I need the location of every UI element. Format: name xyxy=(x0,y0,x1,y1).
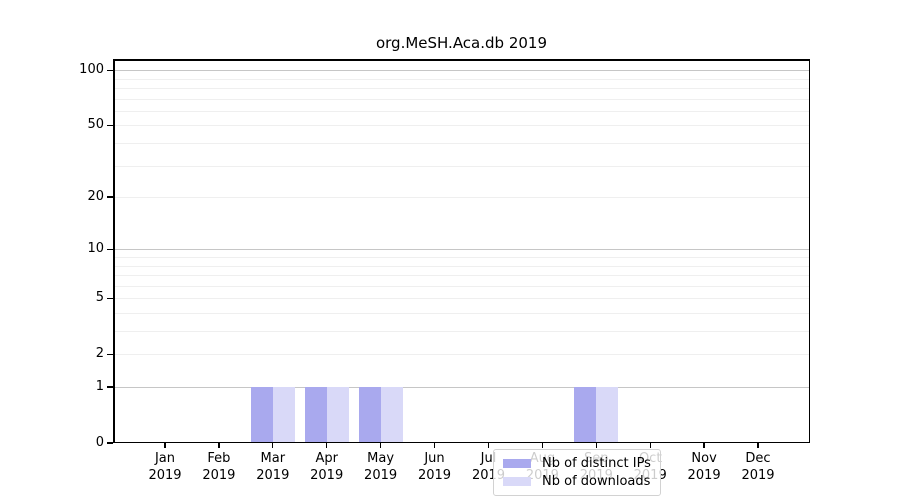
y-axis-tick xyxy=(107,386,113,388)
x-axis-tick-label: Jun 2019 xyxy=(390,450,480,484)
chart-legend: Nb of distinct IPs Nb of downloads xyxy=(493,449,661,496)
x-axis-tick-label-line: Jun xyxy=(424,451,445,466)
legend-item-distinct-ips: Nb of distinct IPs xyxy=(503,456,654,471)
x-axis-tick xyxy=(757,443,759,448)
gridline-minor xyxy=(113,197,810,199)
gridline-minor xyxy=(113,110,810,112)
y-axis-tick xyxy=(107,353,113,355)
x-axis-tick-label: Apr 2019 xyxy=(282,450,372,484)
y-axis-tick-label: 50 xyxy=(87,117,104,133)
x-axis-tick-label-line: 2019 xyxy=(256,468,290,483)
gridline-major xyxy=(113,249,810,251)
bar-distinct-ips xyxy=(358,387,381,443)
chart-title: org.MeSH.Aca.db 2019 xyxy=(375,34,548,52)
gridline-minor xyxy=(113,285,810,287)
gridline-minor xyxy=(113,354,810,356)
bar-downloads xyxy=(326,387,349,443)
x-axis-tick xyxy=(595,443,597,448)
x-axis-tick xyxy=(272,443,274,448)
y-axis-tick-label: 1 xyxy=(95,379,104,394)
x-axis-tick-label: Nov 2019 xyxy=(659,450,749,484)
plot-spine-top xyxy=(113,59,810,61)
plot-area: Nb of distinct IPs Nb of downloads xyxy=(113,59,810,496)
bar-distinct-ips xyxy=(304,387,327,443)
x-axis-tick-label-line: 2019 xyxy=(417,468,452,483)
x-axis-tick-label-line: 2019 xyxy=(364,468,398,483)
x-axis-tick-label-line: Apr xyxy=(315,451,338,466)
y-axis-tick-label: 5 xyxy=(95,290,104,306)
gridline-minor xyxy=(113,88,810,89)
x-axis-tick-label: May 2019 xyxy=(336,450,426,484)
x-axis-tick-label: Jan 2019 xyxy=(120,450,210,484)
x-axis-tick xyxy=(703,443,705,448)
legend-label-distinct-ips: Nb of distinct IPs xyxy=(542,455,651,471)
x-axis-tick-label-line: Dec xyxy=(745,451,771,466)
y-axis-tick xyxy=(107,124,113,127)
x-axis-tick-label-line: 2019 xyxy=(310,468,344,483)
plot-spine-bottom xyxy=(113,441,810,443)
y-axis-tick-label: 10 xyxy=(87,241,104,257)
x-axis-tick-label-line: Nov xyxy=(691,451,717,466)
x-axis-tick xyxy=(379,443,382,448)
x-axis-tick-label-line: Jul xyxy=(480,451,497,466)
gridline-minor xyxy=(113,98,810,100)
x-axis-tick-label-line: May xyxy=(367,451,395,466)
gridline-minor xyxy=(113,265,810,267)
y-axis-tick xyxy=(107,297,113,299)
x-axis-tick xyxy=(541,443,544,448)
x-axis-tick-label: Feb 2019 xyxy=(174,450,264,484)
plot-spine-left xyxy=(113,59,115,443)
legend-label-downloads: Nb of downloads xyxy=(542,474,651,490)
bar-downloads xyxy=(596,387,619,443)
bar-downloads xyxy=(380,387,403,443)
y-axis-tick-label: 2 xyxy=(95,346,104,362)
x-axis-tick xyxy=(326,443,328,448)
x-axis-tick xyxy=(487,443,490,448)
x-axis-tick-label: Dec 2019 xyxy=(713,450,803,484)
x-axis-tick-label-line: Mar xyxy=(260,451,286,466)
x-axis-tick-label-line: 2019 xyxy=(687,468,721,483)
x-axis-tick-label-line: Jan xyxy=(154,451,176,466)
gridline-major xyxy=(113,387,810,388)
gridline-minor xyxy=(113,78,810,80)
y-axis-tick xyxy=(107,442,113,444)
bar-distinct-ips xyxy=(574,387,597,443)
bar-downloads xyxy=(272,387,295,443)
legend-swatch-distinct-ips-icon xyxy=(503,458,531,468)
gridline-major xyxy=(113,70,810,72)
x-axis-tick-label-line: 2019 xyxy=(148,468,182,483)
plot-spine-right xyxy=(808,59,810,443)
y-axis-tick-label: 0 xyxy=(95,435,104,450)
gridline-minor xyxy=(113,143,810,144)
x-axis-tick xyxy=(164,443,166,448)
legend-item-downloads: Nb of downloads xyxy=(503,474,654,489)
x-axis-tick xyxy=(649,443,651,448)
y-axis-tick xyxy=(107,248,113,250)
x-axis-tick xyxy=(433,443,436,448)
y-axis-tick xyxy=(107,196,113,198)
x-axis-tick-label: Mar 2019 xyxy=(228,450,318,484)
gridline-minor xyxy=(113,165,810,167)
gridline-minor xyxy=(113,298,810,300)
x-axis-tick-label-line: 2019 xyxy=(741,468,775,483)
gridline-minor xyxy=(113,257,810,258)
bar-distinct-ips xyxy=(250,387,273,443)
x-axis-tick xyxy=(218,443,220,448)
gridline-minor xyxy=(113,275,810,276)
y-axis-tick-label: 20 xyxy=(87,189,104,205)
gridline-minor xyxy=(113,331,810,332)
x-axis-tick-label-line: 2019 xyxy=(202,468,236,483)
gridline-minor xyxy=(113,313,810,314)
y-axis-tick-label: 100 xyxy=(79,62,104,78)
y-axis-tick xyxy=(107,69,113,71)
gridline-minor xyxy=(113,125,810,127)
x-axis-tick-label-line: Feb xyxy=(207,451,231,466)
legend-swatch-downloads-icon xyxy=(503,477,531,487)
